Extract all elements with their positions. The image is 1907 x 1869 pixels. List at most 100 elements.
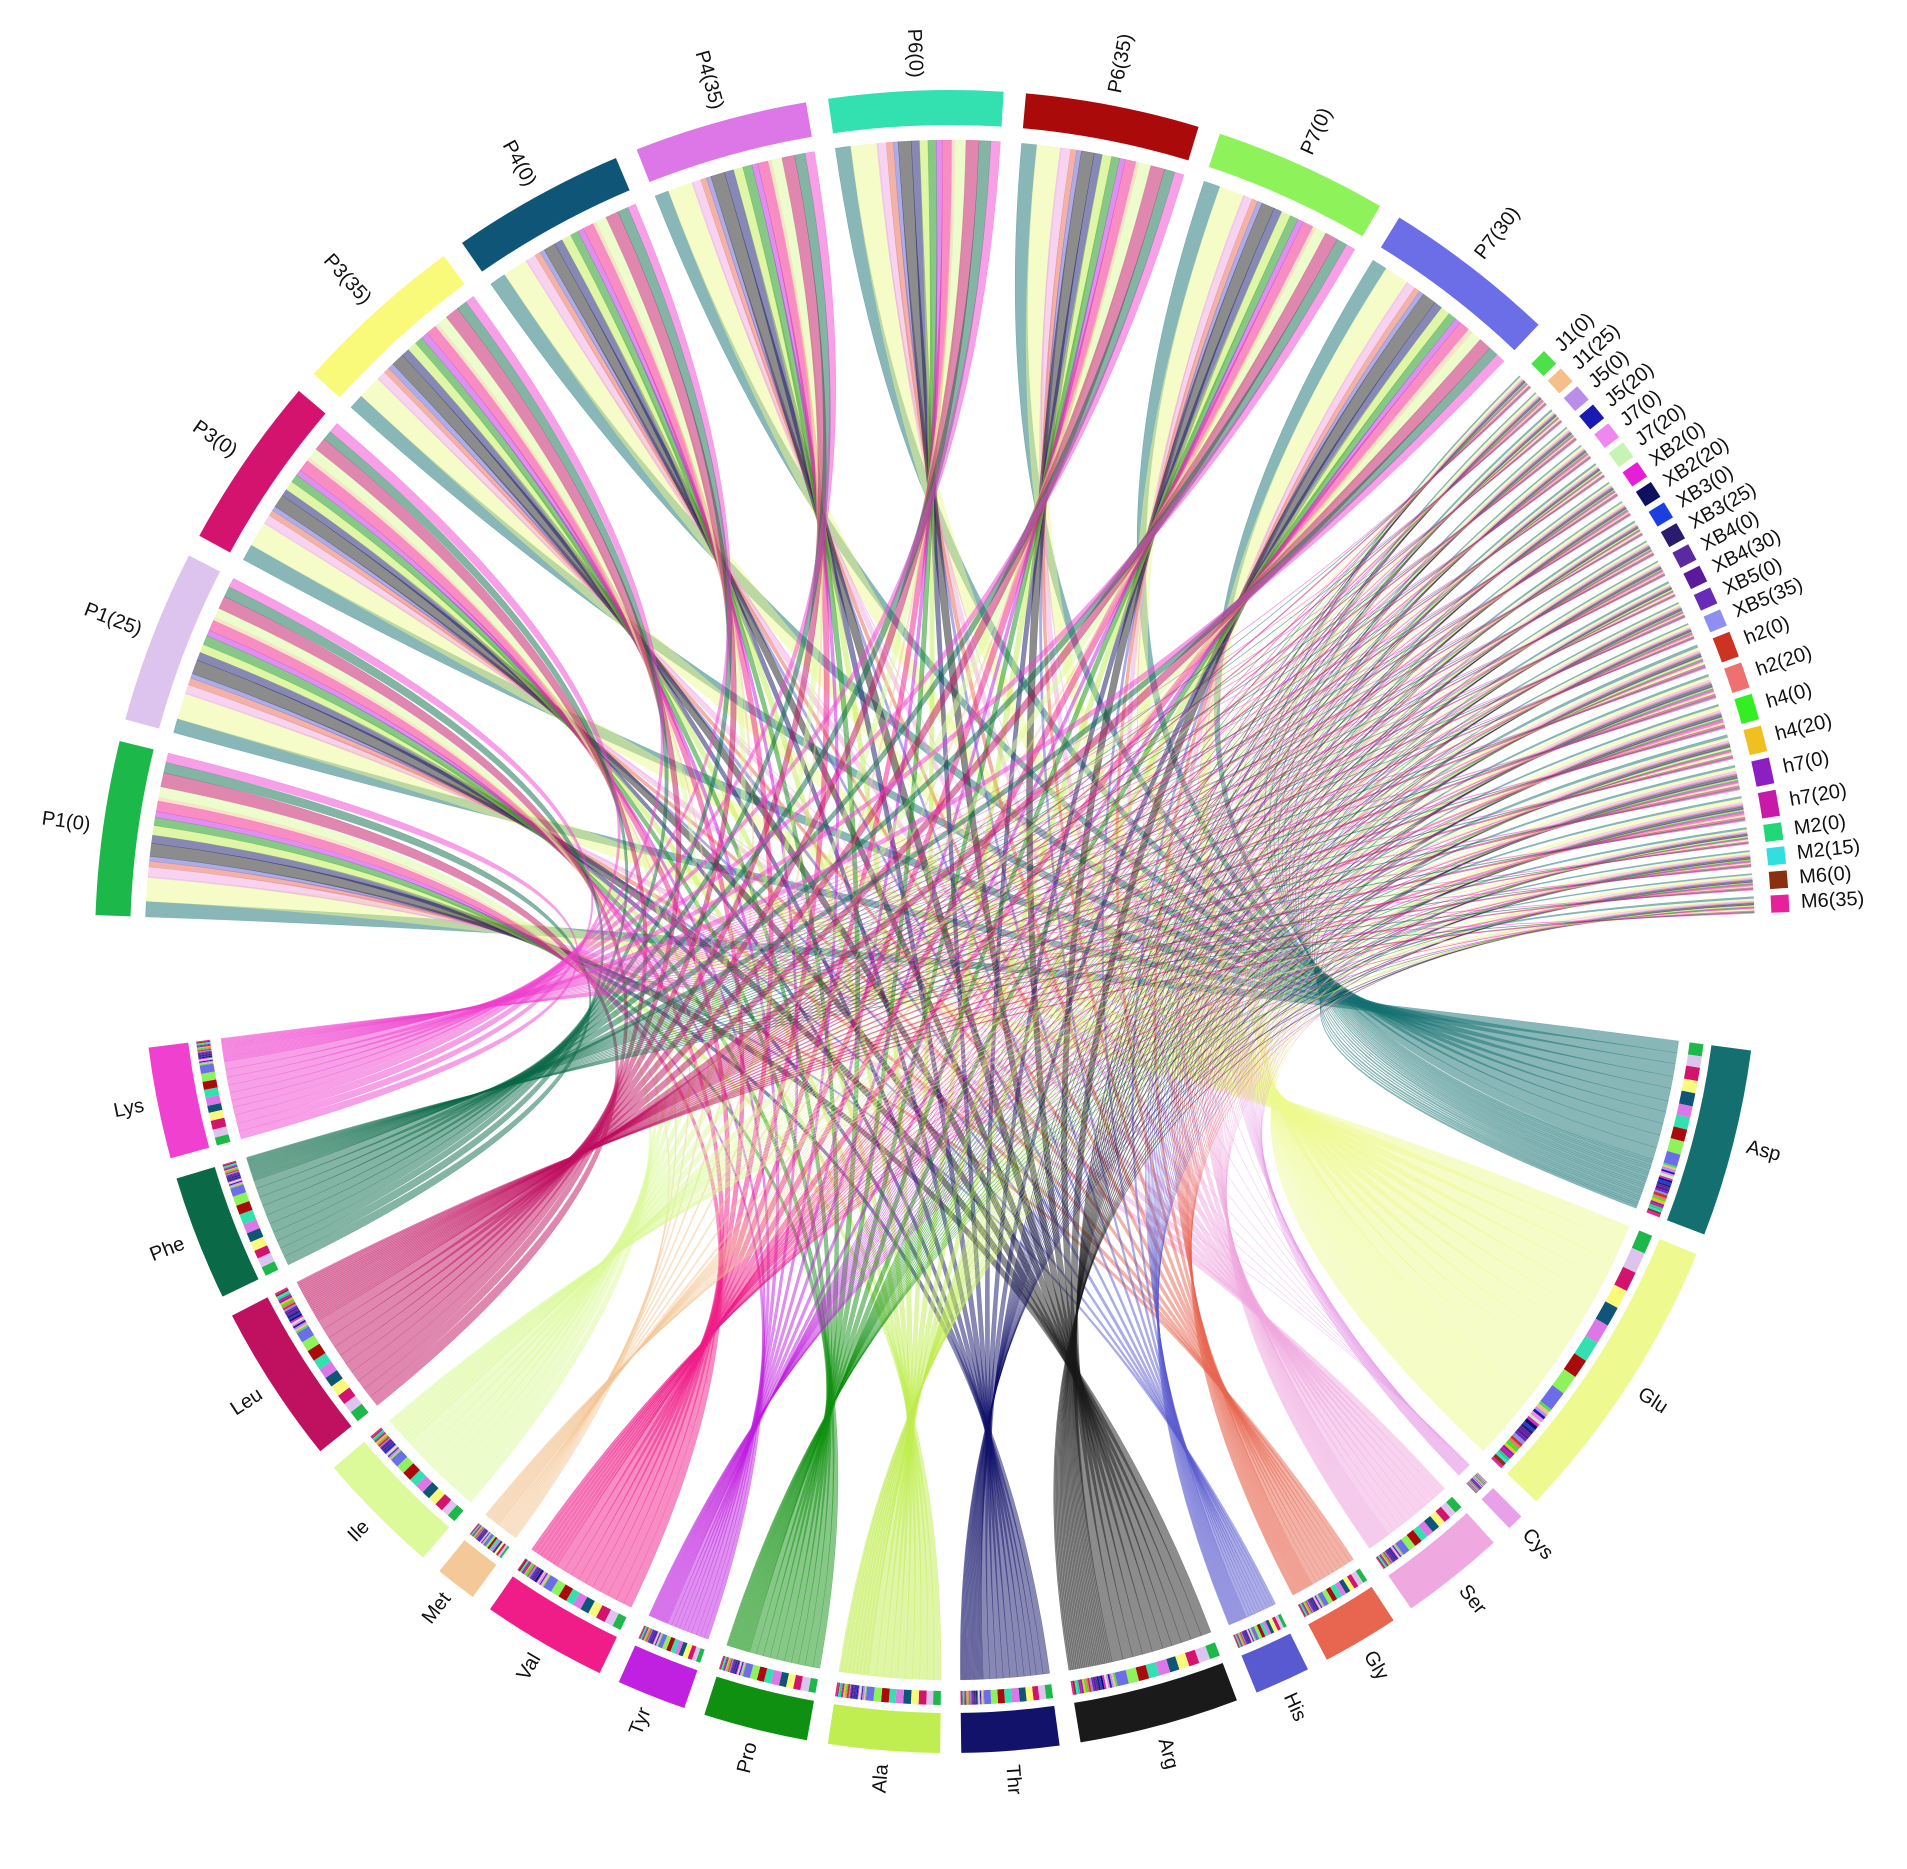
link-stripe (282, 1301, 296, 1311)
ribbon (1205, 430, 1570, 1538)
link-stripe (198, 1058, 213, 1062)
link-stripe (881, 1687, 890, 1703)
link-stripe (228, 1178, 242, 1184)
link-stripe (643, 1627, 650, 1641)
ribbon (1062, 714, 1723, 1669)
ribbon (223, 386, 1532, 1063)
link-stripe (197, 1051, 212, 1055)
link-stripe (483, 1533, 495, 1547)
target-sector (1241, 1633, 1308, 1693)
link-stripe (196, 1039, 211, 1043)
link-stripe (647, 1629, 654, 1643)
link-stripe (859, 1685, 863, 1700)
ribbon (1155, 607, 1682, 1622)
link-stripe (278, 1293, 292, 1302)
link-stripe (1302, 1602, 1310, 1616)
link-stripe (232, 1192, 250, 1206)
ribbon (223, 476, 1606, 1058)
target-sector (439, 1540, 497, 1598)
ribbon (649, 883, 1753, 1617)
link-stripe (1256, 1623, 1266, 1638)
link-stripe (1350, 1571, 1364, 1586)
link-stripe (1301, 1602, 1309, 1616)
link-stripe (731, 1659, 737, 1674)
ribbon (494, 491, 1617, 1523)
target-sector (232, 1297, 352, 1452)
link-stripe (1317, 1591, 1329, 1607)
link-stripe (864, 1686, 868, 1701)
ribbon (740, 529, 1641, 1651)
link-stripe (210, 1117, 227, 1130)
sector-label: M6(0) (1798, 862, 1852, 888)
ribbon (247, 842, 1749, 1162)
ribbon (1171, 379, 1524, 1586)
link-stripe (1423, 1515, 1440, 1532)
source-sector (95, 741, 154, 917)
link-stripe (1308, 1598, 1317, 1612)
link-stripe (732, 1659, 738, 1674)
ribbon (1318, 795, 1742, 1200)
link-stripe (1676, 1103, 1693, 1118)
link-stripe (1388, 1547, 1398, 1560)
link-stripe (226, 1174, 241, 1180)
source-sector (1763, 822, 1784, 842)
ribbon (165, 752, 579, 1140)
link-stripe (749, 1664, 761, 1681)
link-stripe (1475, 1474, 1486, 1485)
link-stripe (1346, 1574, 1359, 1589)
ribbon (1271, 798, 1743, 1443)
link-stripe (1474, 1475, 1485, 1486)
ribbon (858, 508, 1628, 1675)
link-stripe (390, 1449, 402, 1461)
link-stripe (1315, 1594, 1323, 1608)
link-stripe (1605, 1284, 1627, 1308)
target-sector (1666, 1045, 1752, 1235)
link-stripe (224, 1167, 239, 1173)
link-stripe (1585, 1318, 1608, 1344)
ribbon (222, 616, 1686, 1051)
source-sector (1757, 789, 1780, 819)
ribbon (648, 907, 1755, 1617)
ribbon (756, 215, 1299, 1657)
ribbon (251, 513, 1631, 1175)
source-sector (1770, 894, 1790, 913)
link-stripe (1382, 1552, 1392, 1565)
link-stripe (856, 1685, 859, 1700)
link-stripe (640, 1626, 647, 1640)
link-stripe (295, 1324, 309, 1334)
link-stripe (280, 1298, 295, 1307)
ribbon (543, 591, 1674, 1559)
link-stripe (721, 1656, 728, 1671)
link-stripe (1316, 1594, 1324, 1608)
link-stripe (391, 1450, 408, 1467)
link-stripe (207, 1102, 223, 1113)
ribbon (651, 811, 1745, 1618)
link-stripe (474, 1526, 484, 1539)
link-stripe (212, 1126, 229, 1138)
ribbon (1053, 903, 1755, 1671)
ribbon (650, 860, 1751, 1617)
link-stripe (197, 1048, 212, 1052)
ribbon (1270, 898, 1754, 1452)
link-stripe (1392, 1544, 1403, 1557)
link-stripe (1309, 1598, 1318, 1611)
link-stripe (837, 1682, 841, 1697)
ribbon (313, 455, 1591, 1315)
link-stripe (737, 1661, 743, 1676)
ribbon (306, 614, 1686, 1302)
link-stripe (222, 1160, 237, 1166)
link-stripe (205, 1095, 221, 1106)
link-stripe (1112, 1672, 1118, 1687)
link-stripe (1076, 1679, 1081, 1695)
link-stripe (838, 1682, 843, 1698)
ribbon (1270, 737, 1729, 1438)
ribbon (968, 655, 1702, 1680)
ribbon (1074, 414, 1557, 1664)
link-stripe (682, 1643, 693, 1659)
link-stripe (223, 1163, 238, 1169)
link-stripe (1474, 1475, 1485, 1486)
ribbon (1213, 505, 1626, 1540)
link-stripe (980, 1690, 983, 1705)
link-stripe (485, 1535, 496, 1548)
source-sector (1635, 481, 1661, 507)
